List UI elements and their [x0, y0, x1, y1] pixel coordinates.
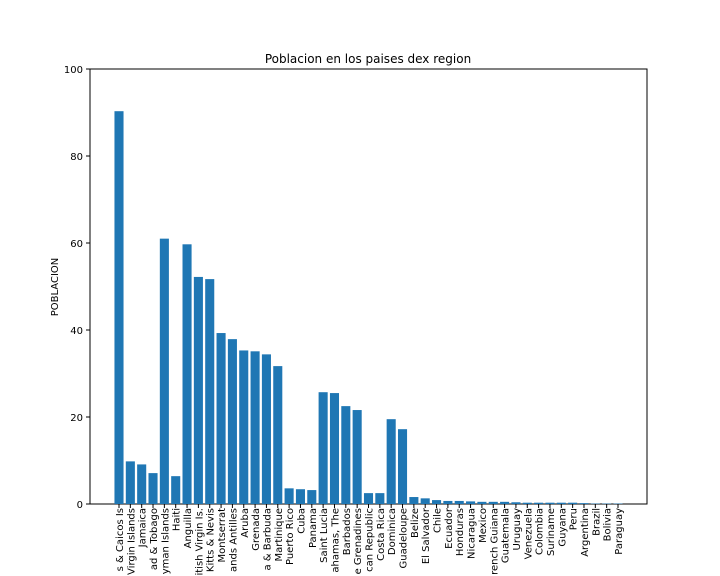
x-tick-label: Colombia — [535, 508, 546, 555]
x-tick-label: s & Caicos Is — [115, 508, 126, 571]
bar — [239, 350, 249, 504]
x-tick-label: Haiti — [172, 508, 183, 531]
x-tick-label: itish Virgin Is. — [194, 508, 205, 576]
x-tick-label: Aruba — [240, 508, 251, 538]
x-tick-label: ands Antilles — [228, 508, 239, 572]
x-tick-label: ahamas, The — [330, 508, 341, 573]
x-tick-label: Costa Rica — [376, 508, 387, 561]
x-tick-label: Dominica — [387, 508, 398, 555]
bar — [159, 238, 169, 504]
x-tick-label: Brazil — [591, 508, 602, 536]
bar — [273, 366, 283, 504]
bar — [386, 419, 396, 504]
bar — [545, 502, 555, 504]
x-tick-label: Guadeloupe — [399, 508, 410, 568]
bar — [409, 497, 419, 504]
bar — [295, 489, 305, 504]
bar — [329, 393, 340, 504]
bar — [193, 276, 203, 504]
x-tick-label: Venezuela — [523, 508, 534, 559]
bar — [318, 392, 328, 504]
bar — [579, 503, 589, 504]
x-tick-label: Nicaragua — [467, 508, 478, 559]
bar — [284, 488, 294, 504]
bar — [137, 464, 147, 504]
bar — [477, 501, 487, 504]
x-tick-label: Argentina — [580, 508, 591, 557]
y-tick-label: 40 — [70, 326, 83, 337]
x-tick-label: rench Guiana — [489, 508, 500, 575]
x-tick-label: Puerto Rico — [285, 508, 296, 565]
x-tick-label: Kitts & Nevis — [206, 508, 217, 572]
x-tick-label: Virgin Islands — [126, 508, 137, 575]
x-tick-label: Mexico — [478, 508, 489, 543]
bar — [488, 501, 498, 504]
y-tick-label: 20 — [70, 413, 83, 424]
bar — [522, 502, 532, 504]
x-tick-label: Cuba — [296, 508, 307, 534]
x-tick-label: can Republic — [365, 508, 376, 572]
bar — [227, 339, 237, 504]
bar — [182, 244, 192, 504]
x-tick-label: Martinique — [274, 508, 285, 562]
bar — [454, 500, 464, 504]
x-tick-label: Barbados — [342, 508, 353, 555]
x-tick-label: e Grenadines — [353, 508, 364, 574]
plot-frame — [89, 68, 648, 505]
bar — [352, 410, 362, 504]
bar — [363, 493, 374, 504]
x-tick-label: Panama — [308, 508, 319, 548]
bar — [534, 502, 544, 504]
x-tick-label: Anguilla — [183, 508, 194, 548]
x-tick-label: Peru — [569, 508, 580, 530]
x-tick-label: Ecuador — [444, 507, 455, 549]
bar — [261, 354, 271, 504]
bar — [114, 111, 124, 504]
x-tick-label: El Salvador — [421, 507, 432, 564]
bar — [375, 493, 385, 504]
x-tick-label: Honduras — [455, 508, 466, 556]
bar — [443, 500, 453, 504]
y-tick-label: 60 — [70, 239, 83, 250]
bar — [250, 351, 260, 504]
bar — [432, 500, 442, 504]
bar — [466, 501, 476, 504]
x-tick-label: ad & Tobago — [149, 508, 160, 570]
bar — [216, 333, 226, 504]
x-tick-label: Bolivia — [603, 508, 614, 541]
y-axis-label: POBLACION — [50, 258, 61, 317]
x-tick-label: Montserrat — [217, 508, 228, 563]
bar — [556, 502, 566, 504]
bar — [511, 502, 521, 504]
x-tick-label: a & Barbuda — [262, 508, 273, 571]
y-tick-label: 0 — [77, 500, 83, 511]
x-tick-label: Jamaica — [138, 508, 149, 548]
bar — [205, 279, 215, 504]
bar — [307, 490, 317, 504]
x-tick-label: Uruguay — [512, 508, 523, 551]
bar — [341, 406, 351, 504]
bar — [148, 473, 158, 504]
x-tick-label: Chile — [433, 508, 444, 533]
x-tick-label: Guatemala — [501, 508, 512, 563]
bar — [397, 429, 408, 504]
y-tick-label: 100 — [64, 65, 83, 76]
x-tick-label: Grenada — [251, 508, 262, 551]
x-tick-label: Paraguay — [614, 508, 625, 555]
x-tick-label: Guyana — [557, 508, 568, 547]
chart-title: Poblacion en los paises dex region — [265, 52, 471, 66]
x-tick-label: Saint Lucia — [319, 508, 330, 563]
bar — [568, 502, 578, 504]
x-tick-label: Suriname — [546, 508, 557, 556]
x-tick-label: Belize — [410, 508, 421, 538]
bar — [125, 461, 135, 504]
bar — [500, 501, 510, 504]
bar — [420, 498, 430, 504]
bar — [171, 476, 181, 504]
y-tick-label: 80 — [70, 152, 83, 163]
x-tick-label: yman Islands — [160, 508, 171, 574]
